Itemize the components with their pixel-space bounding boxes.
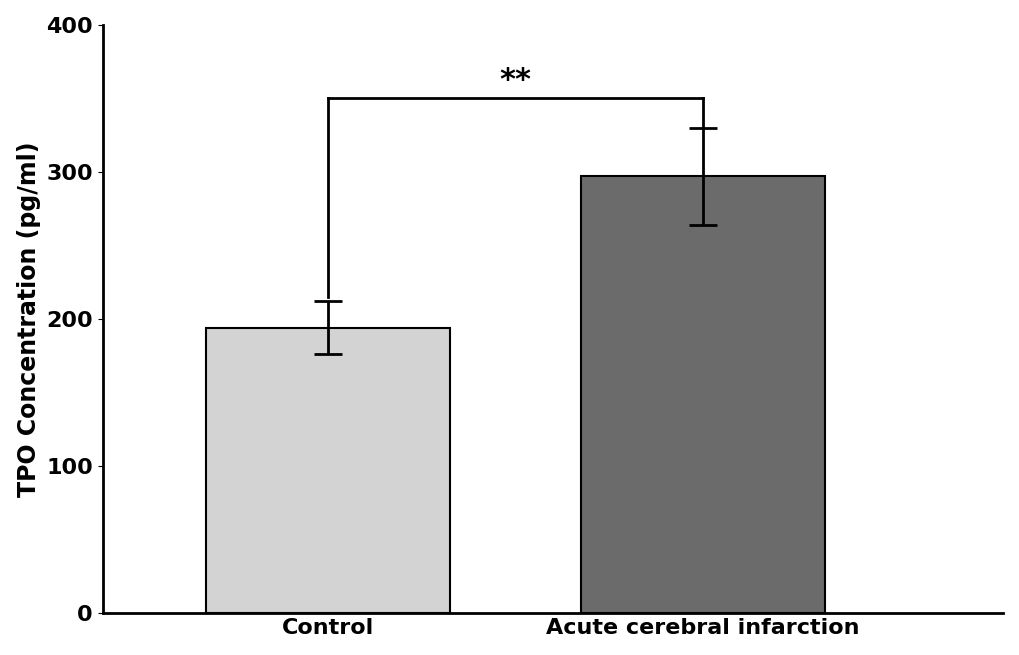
Y-axis label: TPO Concentration (pg/ml): TPO Concentration (pg/ml) <box>16 141 41 497</box>
Text: **: ** <box>499 66 531 96</box>
Bar <box>581 176 824 614</box>
Bar <box>206 328 449 614</box>
